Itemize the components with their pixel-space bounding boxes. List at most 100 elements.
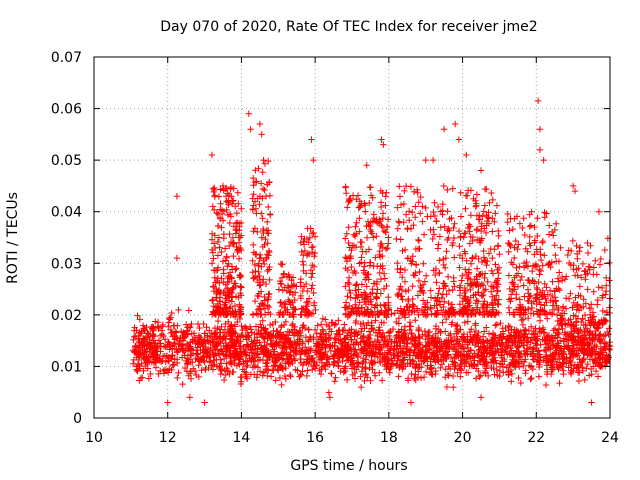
data-point bbox=[478, 258, 486, 266]
data-point bbox=[210, 188, 217, 196]
data-point bbox=[397, 339, 404, 347]
data-point bbox=[397, 293, 405, 300]
data-point bbox=[455, 136, 463, 143]
data-point bbox=[536, 126, 544, 133]
data-point bbox=[491, 371, 498, 378]
data-point bbox=[147, 344, 154, 352]
data-point bbox=[420, 373, 428, 381]
data-point bbox=[602, 332, 609, 339]
data-point bbox=[184, 331, 191, 338]
data-point bbox=[379, 210, 387, 217]
data-point bbox=[315, 343, 322, 351]
data-point bbox=[415, 348, 422, 356]
data-point bbox=[443, 339, 451, 346]
data-point bbox=[348, 263, 355, 271]
data-point bbox=[540, 156, 547, 164]
data-point bbox=[294, 367, 301, 374]
data-point bbox=[276, 311, 283, 319]
data-point bbox=[551, 242, 558, 249]
data-point bbox=[276, 374, 284, 382]
data-point bbox=[185, 307, 193, 314]
data-point bbox=[438, 294, 446, 302]
data-point bbox=[262, 235, 269, 243]
data-point bbox=[253, 178, 260, 185]
data-point bbox=[428, 371, 435, 378]
data-point bbox=[323, 341, 330, 348]
data-point bbox=[226, 336, 234, 343]
data-point bbox=[577, 292, 584, 300]
data-point bbox=[266, 192, 274, 199]
data-point bbox=[514, 344, 522, 351]
data-point bbox=[491, 218, 498, 225]
data-point bbox=[467, 187, 475, 194]
data-point bbox=[398, 349, 406, 357]
data-point bbox=[217, 365, 224, 373]
data-point bbox=[279, 287, 286, 294]
data-point bbox=[429, 156, 437, 164]
data-point bbox=[313, 361, 321, 369]
data-point bbox=[287, 373, 294, 380]
data-point bbox=[277, 260, 285, 268]
data-point bbox=[393, 318, 400, 326]
data-point bbox=[233, 265, 240, 272]
data-point bbox=[360, 267, 367, 274]
data-point bbox=[591, 327, 599, 335]
data-point bbox=[477, 394, 485, 401]
data-point bbox=[415, 326, 423, 333]
data-point bbox=[286, 351, 293, 359]
data-point bbox=[378, 377, 386, 384]
data-point bbox=[573, 339, 580, 346]
data-point bbox=[600, 332, 607, 340]
data-point bbox=[385, 234, 392, 241]
data-point bbox=[129, 347, 137, 354]
data-point bbox=[553, 311, 561, 319]
x-tick-label: 16 bbox=[306, 430, 324, 446]
data-point bbox=[263, 363, 270, 370]
data-point bbox=[387, 363, 394, 370]
data-point bbox=[493, 321, 500, 328]
data-point bbox=[359, 359, 366, 367]
data-point bbox=[170, 361, 178, 368]
data-point bbox=[498, 339, 506, 347]
data-point bbox=[150, 353, 157, 361]
data-point bbox=[481, 298, 488, 305]
data-point bbox=[412, 203, 419, 210]
data-point bbox=[543, 366, 551, 373]
data-point bbox=[289, 359, 296, 367]
data-point bbox=[477, 372, 484, 379]
data-point bbox=[209, 203, 216, 210]
data-point bbox=[406, 360, 414, 367]
data-point bbox=[412, 364, 419, 372]
data-point bbox=[258, 324, 265, 331]
data-point bbox=[559, 360, 567, 368]
data-point bbox=[247, 126, 254, 133]
data-point bbox=[274, 333, 281, 340]
data-point bbox=[218, 248, 225, 256]
data-point bbox=[159, 353, 167, 360]
data-point bbox=[513, 213, 521, 220]
data-point bbox=[173, 329, 180, 336]
data-point bbox=[299, 368, 306, 375]
data-point bbox=[506, 227, 513, 234]
data-point bbox=[586, 263, 593, 271]
data-point bbox=[311, 233, 319, 240]
data-point bbox=[232, 220, 240, 227]
data-point bbox=[573, 266, 580, 273]
data-point bbox=[560, 335, 568, 342]
data-point bbox=[260, 276, 267, 283]
data-point bbox=[526, 293, 533, 300]
data-point bbox=[224, 190, 231, 197]
data-point bbox=[288, 343, 295, 350]
data-point bbox=[550, 232, 557, 239]
data-point bbox=[353, 219, 360, 226]
data-point bbox=[468, 326, 475, 333]
data-point bbox=[278, 381, 285, 389]
data-point bbox=[239, 326, 246, 334]
data-point bbox=[319, 315, 327, 323]
data-point bbox=[408, 329, 415, 337]
data-point bbox=[464, 318, 472, 325]
data-point bbox=[465, 369, 472, 376]
data-point bbox=[414, 351, 421, 359]
data-point bbox=[507, 242, 514, 250]
data-point bbox=[461, 319, 469, 326]
